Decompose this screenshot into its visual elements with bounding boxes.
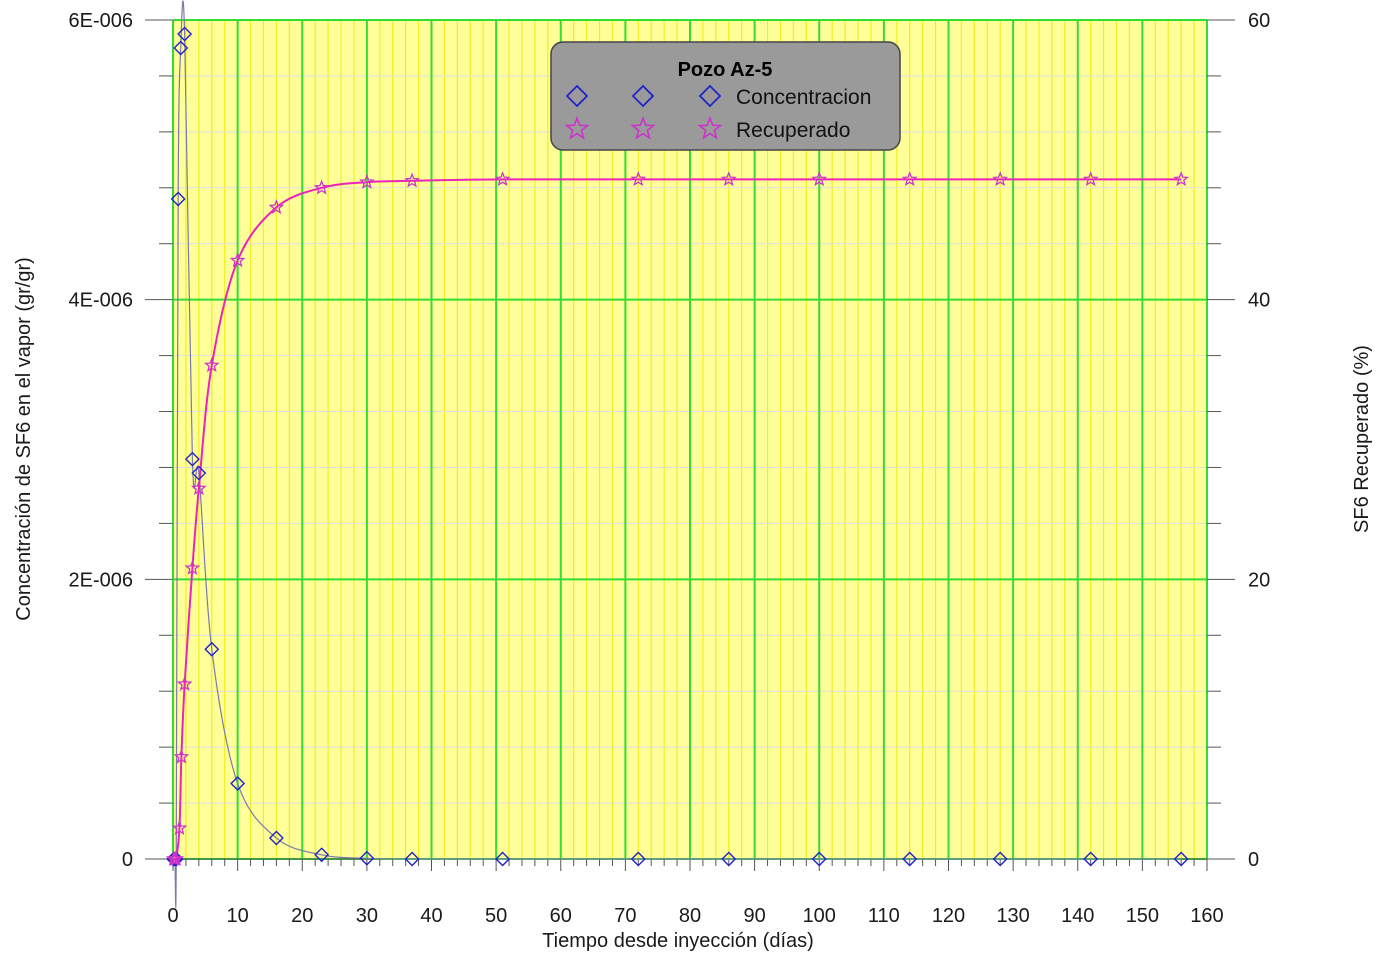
marker-concentracion [721,851,737,867]
x-tick-labels: 0 10 20 30 40 50 60 70 80 90 100 110 120 130 140 150 160 [167,905,1223,927]
x-tick-label: 160 [1190,905,1223,927]
series-lines [173,0,1182,909]
legend-marker-concentracion [698,84,722,108]
marker-concentracion [1083,851,1099,867]
marker-recuperado [901,171,918,187]
legend-marker-recuperado [630,115,656,140]
marker-concentracion [173,40,189,56]
marker-recuperado [404,172,420,188]
marker-recuperado [494,171,511,187]
marker-concentracion [170,191,186,207]
marker-recuperado [630,171,647,187]
marker-concentracion [184,451,200,467]
x-tick-label: 20 [291,905,313,927]
y-right-tick-label: 20 [1248,569,1270,591]
marker-recuperado [203,357,220,373]
legend-entry-recuperado: Recuperado [736,119,850,142]
marker-concentracion [230,776,246,791]
marker-recuperado [173,748,190,764]
x-axis-title: Tiempo desde inyección (días) [542,930,814,952]
x-tick-label: 70 [614,905,636,927]
x-tick-label: 30 [356,905,378,927]
y-right-tick-label: 0 [1248,849,1259,871]
marker-recuperado [229,252,246,268]
x-tick-label: 0 [167,905,178,927]
y-left-axis-title: Concentración de SF6 en el vapor (gr/gr) [13,257,35,621]
series-markers [165,26,1190,867]
series-line-concentracion [173,0,1182,909]
y-left-tick-label: 2E-006 [69,569,134,591]
marker-recuperado [313,179,330,195]
legend-marker-recuperado [697,115,723,140]
y-left-tick-label: 6E-006 [69,10,134,32]
marker-recuperado [720,171,737,187]
marker-recuperado [358,173,375,189]
marker-recuperado [168,850,185,866]
y-right-tick-labels: 0 20 40 60 [1248,10,1270,871]
x-tick-label: 10 [227,905,249,927]
marker-concentracion [191,465,207,481]
x-tick-label: 110 [868,905,900,927]
marker-recuperado [176,675,193,691]
x-tick-label: 150 [1126,905,1159,927]
legend-box [550,41,901,151]
marker-concentracion [314,847,330,863]
marker-concentracion [495,851,511,867]
marker-concentracion [404,851,420,867]
legend-entry-concentracion: Concentracion [736,86,871,109]
marker-recuperado [190,480,207,496]
marker-concentracion [177,26,193,42]
marker-recuperado [184,559,201,575]
y-right-tick-label: 60 [1248,10,1270,32]
y-left-tick-label: 0 [122,849,133,871]
marker-concentracion [204,641,220,657]
marker-concentracion [630,851,646,867]
marker-concentracion [902,851,918,867]
x-tick-label: 50 [485,905,507,927]
legend-title: Pozo Az-5 [678,59,773,81]
x-tick-label: 40 [420,905,442,927]
marker-concentracion [811,851,827,867]
marker-concentracion [992,851,1008,867]
x-tick-label: 120 [932,905,965,927]
y-left-tick-labels: 0 2E-006 4E-006 6E-006 [69,10,134,871]
marker-recuperado [171,819,188,835]
marker-recuperado [1082,171,1099,187]
legend-marker-concentracion [631,84,655,108]
marker-concentracion [268,830,284,846]
x-tick-label: 140 [1061,905,1094,927]
marker-recuperado [268,199,285,215]
x-tick-label: 90 [744,905,766,927]
marker-concentracion [1173,851,1189,867]
y-right-tick-label: 40 [1248,290,1270,312]
marker-recuperado [992,171,1009,187]
series-line-recuperado [173,178,1182,863]
x-tick-label: 80 [679,905,701,927]
y-left-tick-label: 4E-006 [69,290,134,312]
y-right-axis-title: SF6 Recuperado (%) [1351,345,1373,533]
marker-recuperado [811,171,828,187]
legend-marker-concentracion [565,84,589,108]
legend: Pozo Az-5 Concentracion Recuperado [550,41,901,151]
x-tick-label: 100 [803,905,836,927]
marker-concentracion [359,850,375,866]
x-tick-label: 60 [550,905,572,927]
legend-markers [564,84,723,140]
x-tick-label: 130 [996,905,1029,927]
marker-recuperado [1173,171,1190,187]
legend-marker-recuperado [564,115,590,140]
